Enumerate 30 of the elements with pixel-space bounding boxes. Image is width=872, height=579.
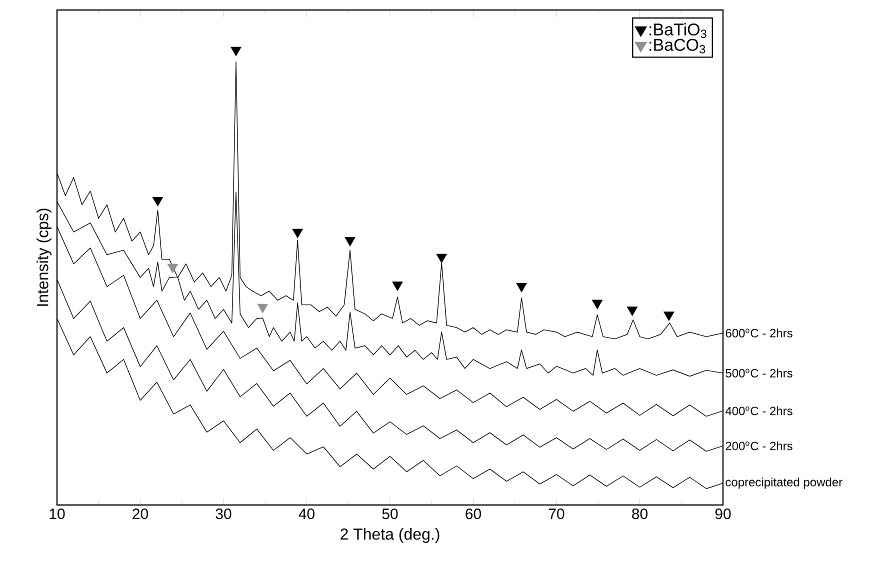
series-label: 200$^{o}$C - 2hrs <box>726 441 792 450</box>
series-label: 400$^{o}$C - 2hrs <box>725 406 792 416</box>
series-label: 500$^{o}$C - 2hrs <box>726 368 792 378</box>
point <box>592 300 603 310</box>
x-axis-title: 2 Theta (deg.) <box>340 528 440 543</box>
point <box>344 237 356 246</box>
x-tick-label: 80 <box>632 508 648 520</box>
x-tick-label: 10 <box>50 508 65 520</box>
x-tick-label: 70 <box>548 508 564 520</box>
series-label: 600$^{o}$C - 2hrs <box>726 328 792 338</box>
y-axis-title: Intensity (cps) <box>36 208 52 306</box>
point <box>292 228 303 238</box>
x-tick-label: 40 <box>298 508 314 520</box>
x-tick-label: 90 <box>715 508 731 520</box>
point <box>516 282 527 292</box>
point <box>167 264 178 274</box>
point <box>230 46 242 56</box>
series-label: coprecipitated powder <box>726 478 842 489</box>
point <box>436 254 448 264</box>
point <box>392 282 403 291</box>
legend-label: :BaTiO$_{3}$ <box>650 23 706 38</box>
x-tick-label: 50 <box>382 508 398 520</box>
point <box>626 306 638 316</box>
point <box>152 196 164 206</box>
point <box>663 312 674 322</box>
legend-label: :BaCO$_{3}$ <box>650 38 706 54</box>
point <box>257 304 268 314</box>
x-tick-label: 20 <box>132 508 148 520</box>
x-tick-label: 30 <box>216 508 232 520</box>
x-tick-label: 60 <box>466 508 481 520</box>
